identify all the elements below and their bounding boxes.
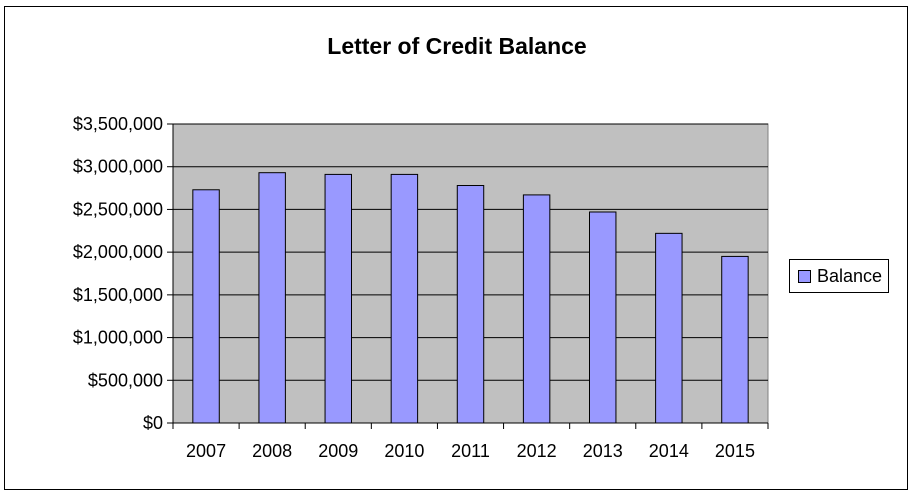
y-tick-label: $2,000,000	[73, 242, 163, 262]
y-axis: $0 $500,000 $1,000,000 $1,500,000 $2,000,000…	[73, 114, 174, 433]
bar-2014	[655, 232, 683, 424]
legend: Balance	[789, 259, 890, 293]
bar-2011	[456, 185, 485, 424]
chart-frame: Letter of Credit Balance $0 $500,000 $1,00…	[4, 6, 908, 490]
y-tick-label: $3,000,000	[73, 157, 163, 177]
x-tick-label: 2011	[451, 441, 490, 461]
x-axis: 2007 2008 2009 2010 2011 2012 2013 2014 2015	[172, 422, 769, 461]
x-tick-label: 2010	[384, 441, 424, 461]
bar-2010	[390, 173, 419, 424]
x-tick-label: 2009	[318, 441, 358, 461]
x-tick-label: 2014	[649, 441, 689, 461]
chart-svg: $0 $500,000 $1,000,000 $1,500,000 $2,000,000…	[73, 114, 769, 461]
bar-2007	[192, 189, 220, 424]
y-tick-label: $500,000	[88, 370, 163, 390]
chart-title: Letter of Credit Balance	[327, 33, 587, 59]
x-tick-label: 2008	[252, 441, 292, 461]
x-tick-label: 2012	[517, 441, 557, 461]
bar-2015	[721, 255, 749, 424]
y-tick-label: $3,500,000	[73, 114, 163, 134]
y-tick-label: $0	[143, 413, 163, 433]
bar-2012	[522, 194, 551, 424]
legend-swatch	[798, 269, 811, 283]
bars	[192, 172, 749, 424]
y-tick-label: $2,500,000	[73, 199, 163, 219]
bar-2013	[589, 211, 617, 424]
x-tick-label: 2015	[715, 441, 755, 461]
y-tick-label: $1,500,000	[73, 285, 163, 305]
x-tick-label: 2007	[186, 441, 226, 461]
bar-2009	[324, 173, 352, 424]
legend-label-balance: Balance	[817, 265, 883, 286]
x-tick-label: 2013	[583, 441, 623, 461]
bar-2008	[258, 172, 286, 424]
y-tick-label: $1,000,000	[73, 328, 163, 348]
